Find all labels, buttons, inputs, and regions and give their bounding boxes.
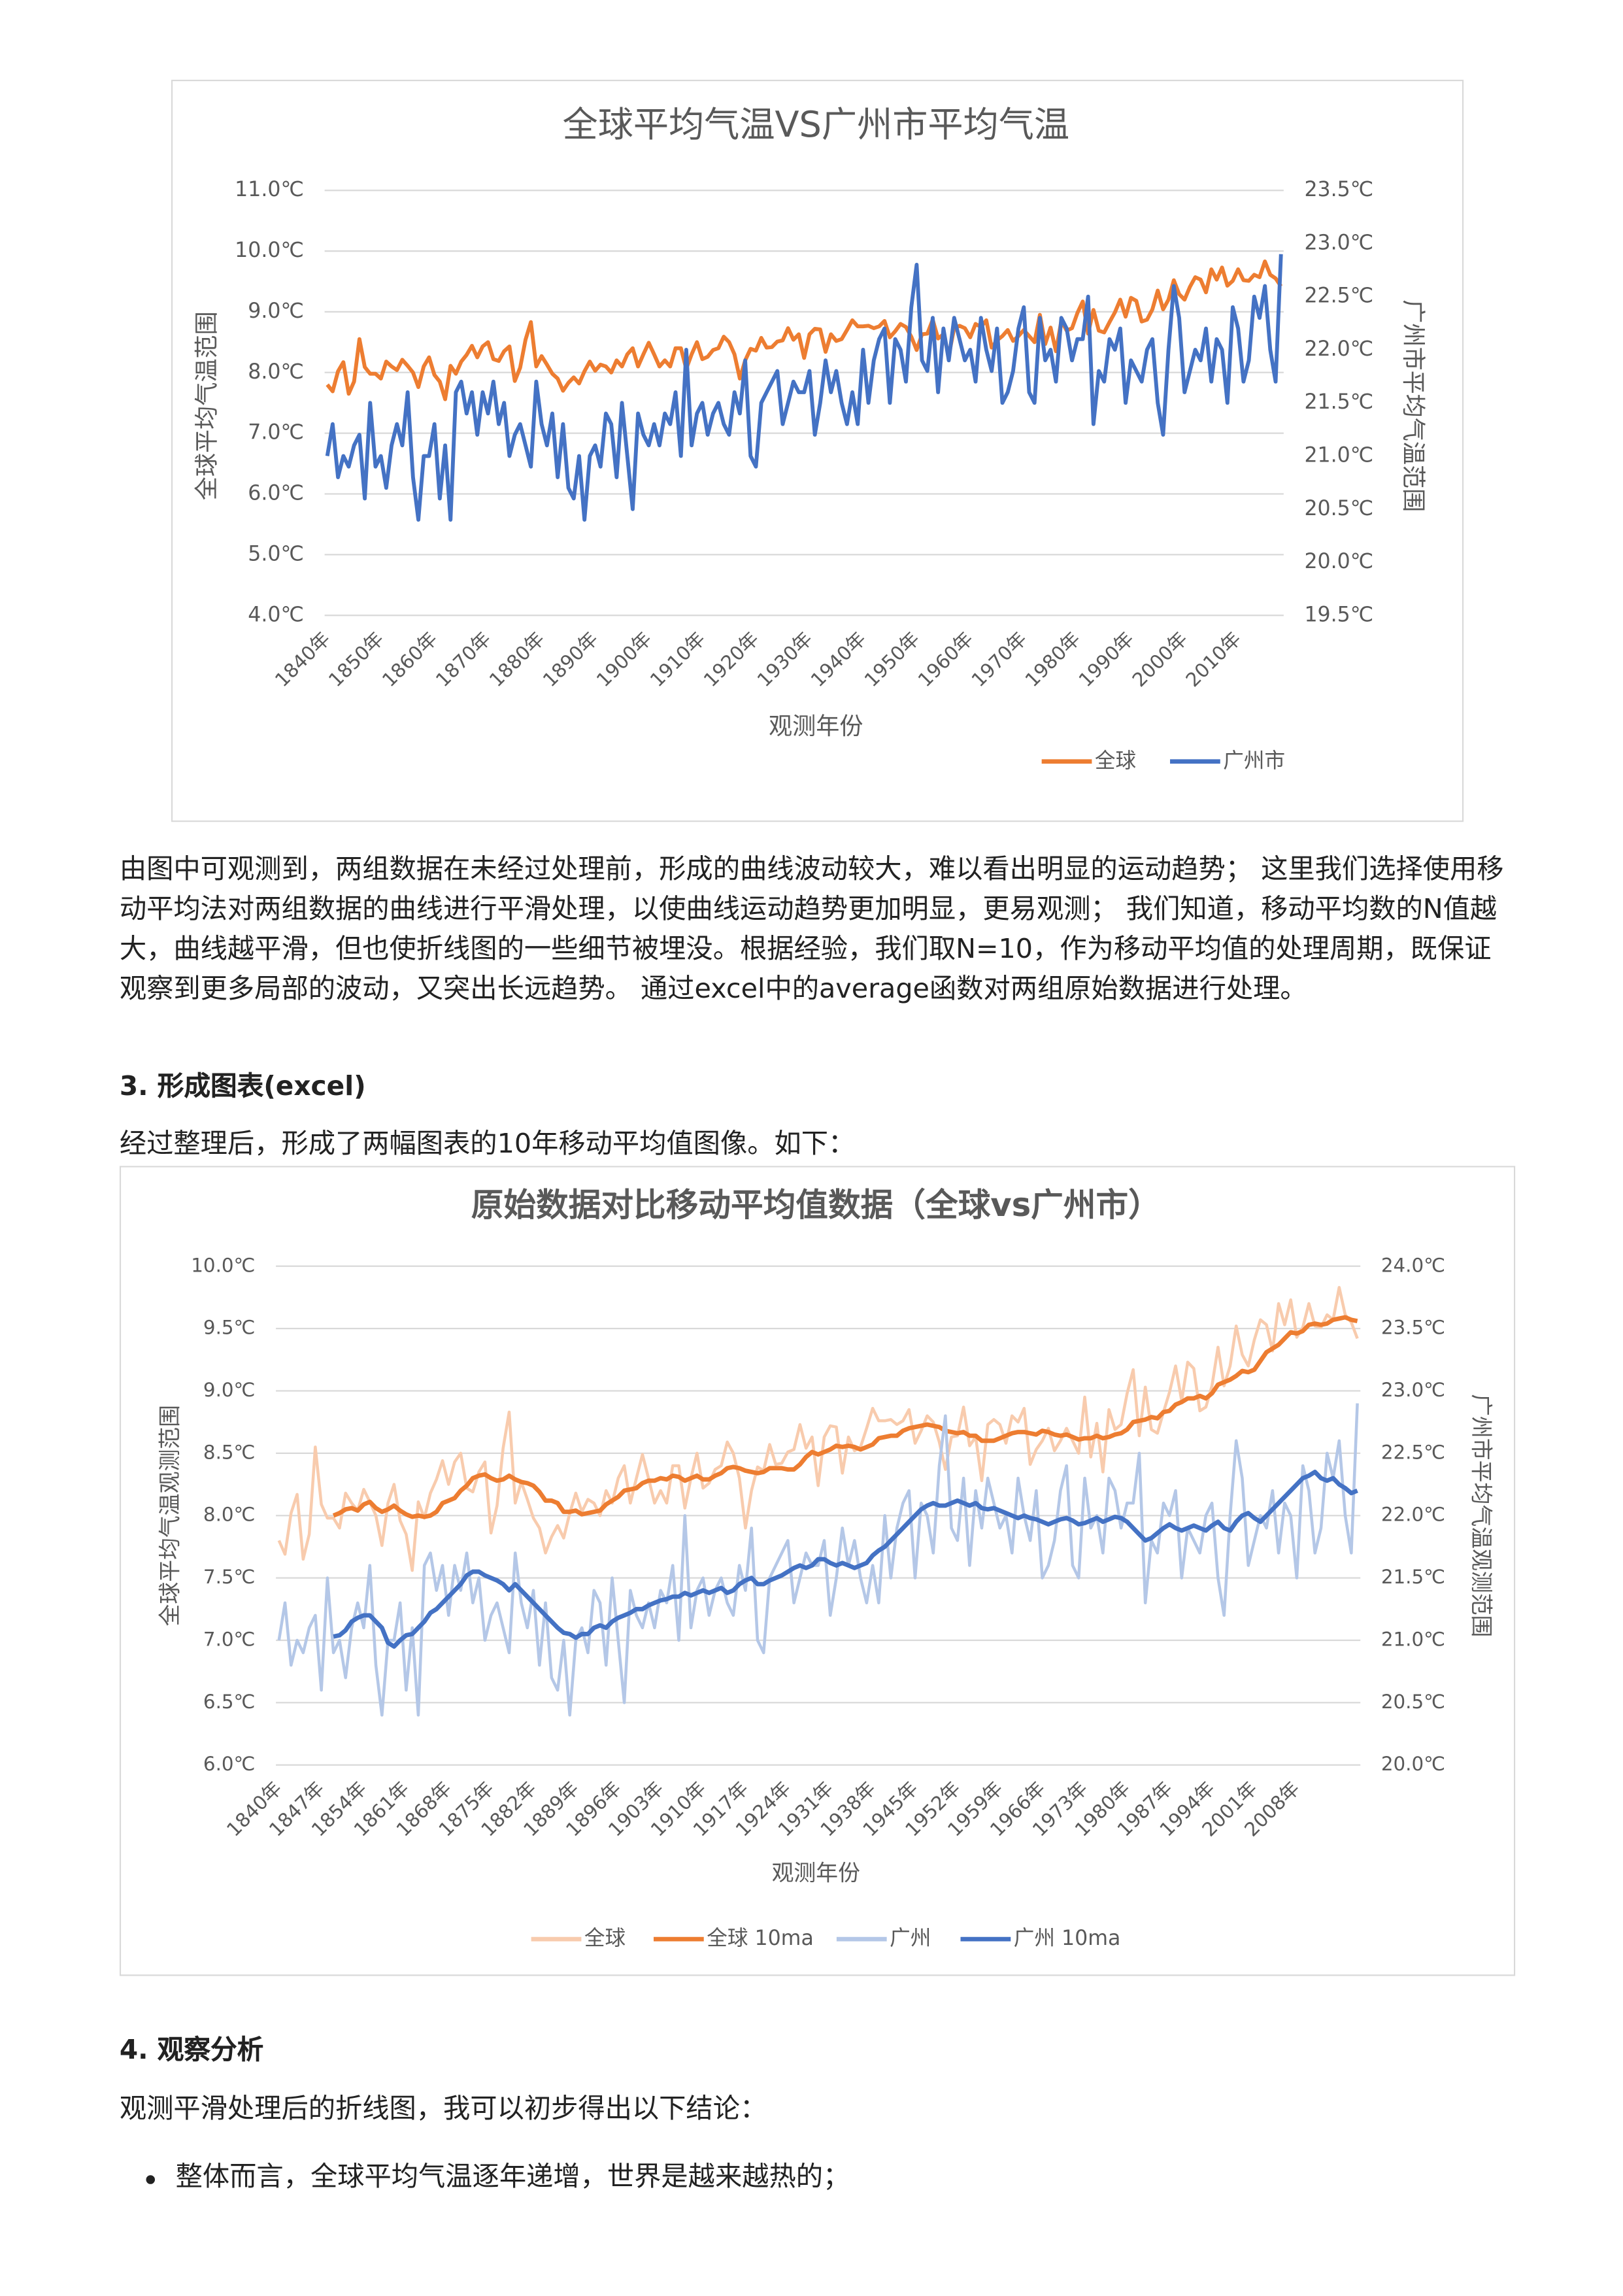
y2-tick-label: 21.0℃ xyxy=(1304,444,1373,467)
y2-tick-label: 19.5℃ xyxy=(1304,603,1373,626)
y-tick-label: 9.0℃ xyxy=(203,1379,256,1401)
legend-label: 全球 xyxy=(1095,749,1136,773)
y2-tick-label: 20.5℃ xyxy=(1304,497,1373,520)
y-tick-label: 9.5℃ xyxy=(203,1317,256,1339)
y2-tick-label: 22.5℃ xyxy=(1381,1441,1445,1463)
x-axis-title: 观测年份 xyxy=(769,712,863,740)
y2-tick-label: 23.5℃ xyxy=(1381,1317,1445,1339)
legend-label: 全球 xyxy=(584,1927,626,1950)
y-tick-label: 7.0℃ xyxy=(203,1628,256,1650)
legend-label: 全球 10ma xyxy=(707,1927,814,1950)
y-tick-label: 6.0℃ xyxy=(248,482,304,505)
chart-border xyxy=(171,79,1464,822)
y-axis-title: 全球平均气温范围 xyxy=(192,311,220,500)
paragraph: 观测平滑处理后的折线图，我可以初步得出以下结论： xyxy=(119,2094,767,2125)
y-tick-label: 10.0℃ xyxy=(235,239,304,262)
legend-label: 广州市 xyxy=(1223,749,1285,773)
y2-tick-label: 21.0℃ xyxy=(1381,1628,1445,1650)
y-tick-label: 6.5℃ xyxy=(203,1691,256,1713)
y-tick-label: 9.0℃ xyxy=(248,299,304,323)
heading: 4. 观察分析 xyxy=(119,2034,264,2067)
legend-label: 广州 xyxy=(890,1927,931,1950)
y-tick-label: 6.0℃ xyxy=(203,1753,256,1775)
y2-tick-label: 22.0℃ xyxy=(1304,337,1373,361)
chart: 全球平均气温VS广州市平均气温 4.0℃ 5.0℃ 6.0℃ 7.0℃ 8.0℃ 9.0℃ 1… xyxy=(171,79,1464,822)
bullet-list: 整体而言，全球平均气温逐年递增，世界是越来越热的； xyxy=(120,2157,850,2197)
series-line xyxy=(277,1285,1359,1572)
y2-tick-label: 24.0℃ xyxy=(1381,1254,1445,1276)
y2-tick-label: 21.5℃ xyxy=(1304,390,1373,414)
y2-tick-label: 20.0℃ xyxy=(1304,550,1373,573)
paragraph: 由图中可观测到，两组数据在未经过处理前，形成的曲线波动较大，难以看出明显的运动趋… xyxy=(119,854,1504,1005)
y2-axis-title: 广州市平均气温观测范围 xyxy=(1469,1394,1494,1637)
y2-tick-label: 20.0℃ xyxy=(1381,1753,1445,1775)
chart: 原始数据对比移动平均值数据（全球vs广州市） 6.0℃ 6.5℃ 7.0℃ 7.5℃ 8.… xyxy=(119,1166,1516,1976)
series-line xyxy=(333,1470,1358,1649)
y-tick-label: 10.0℃ xyxy=(191,1254,255,1276)
y2-tick-label: 22.5℃ xyxy=(1304,284,1373,308)
series-line xyxy=(332,1315,1358,1519)
y2-tick-label: 23.5℃ xyxy=(1304,178,1373,201)
y-tick-label: 7.5℃ xyxy=(203,1566,256,1588)
chart-title: 原始数据对比移动平均值数据（全球vs广州市） xyxy=(471,1186,1161,1224)
heading: 3. 形成图表(excel) xyxy=(119,1071,366,1103)
paragraph: 经过整理后，形成了两幅图表的10年移动平均值图像。如下： xyxy=(119,1128,856,1160)
y-tick-label: 8.0℃ xyxy=(248,360,304,384)
series-line xyxy=(325,254,1283,522)
y-tick-label: 8.0℃ xyxy=(203,1504,256,1526)
y-axis-title: 全球平均气温观测范围 xyxy=(157,1405,182,1626)
chart-title: 全球平均气温VS广州市平均气温 xyxy=(563,104,1069,145)
series-line xyxy=(277,1403,1359,1717)
chart-border xyxy=(119,1166,1516,1976)
legend-label: 广州 10ma xyxy=(1014,1927,1121,1950)
y2-tick-label: 22.0℃ xyxy=(1381,1504,1445,1526)
y2-tick-label: 23.0℃ xyxy=(1304,231,1373,254)
y2-axis-title: 广州市平均气温范围 xyxy=(1399,299,1428,512)
bullet: 整体而言，全球平均气温逐年递增，世界是越来越热的； xyxy=(120,2157,850,2197)
y-tick-label: 4.0℃ xyxy=(248,603,304,626)
series-line xyxy=(326,259,1283,401)
y-tick-label: 8.5℃ xyxy=(203,1441,256,1463)
y2-tick-label: 21.5℃ xyxy=(1381,1566,1445,1588)
y2-tick-label: 23.0℃ xyxy=(1381,1379,1445,1401)
x-axis-title: 观测年份 xyxy=(772,1860,860,1885)
y2-tick-label: 20.5℃ xyxy=(1381,1691,1445,1713)
y-tick-label: 11.0℃ xyxy=(235,178,304,201)
y-tick-label: 5.0℃ xyxy=(248,542,304,566)
y-tick-label: 7.0℃ xyxy=(248,421,304,445)
